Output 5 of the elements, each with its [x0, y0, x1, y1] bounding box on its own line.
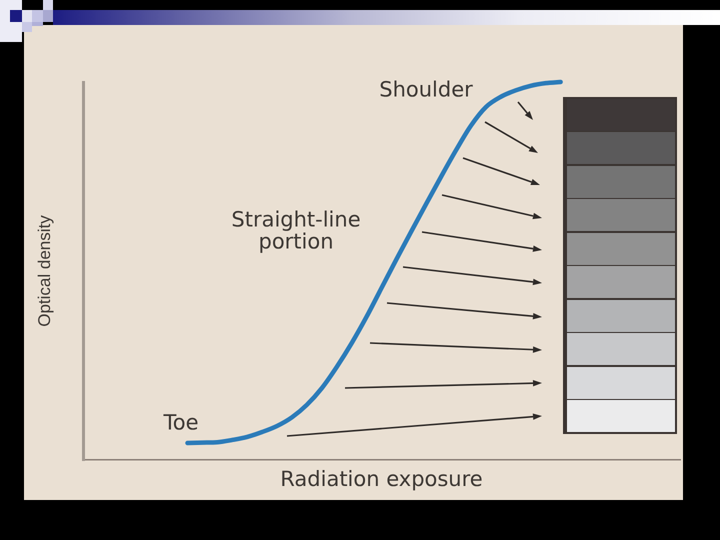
- annotation: Straight-line portion: [231, 207, 361, 254]
- x-axis-title: Radiation exposure: [280, 466, 483, 491]
- annotation: Toe: [162, 410, 199, 434]
- annotation: Shoulder: [379, 77, 474, 102]
- y-axis-title: Optical density: [34, 214, 54, 327]
